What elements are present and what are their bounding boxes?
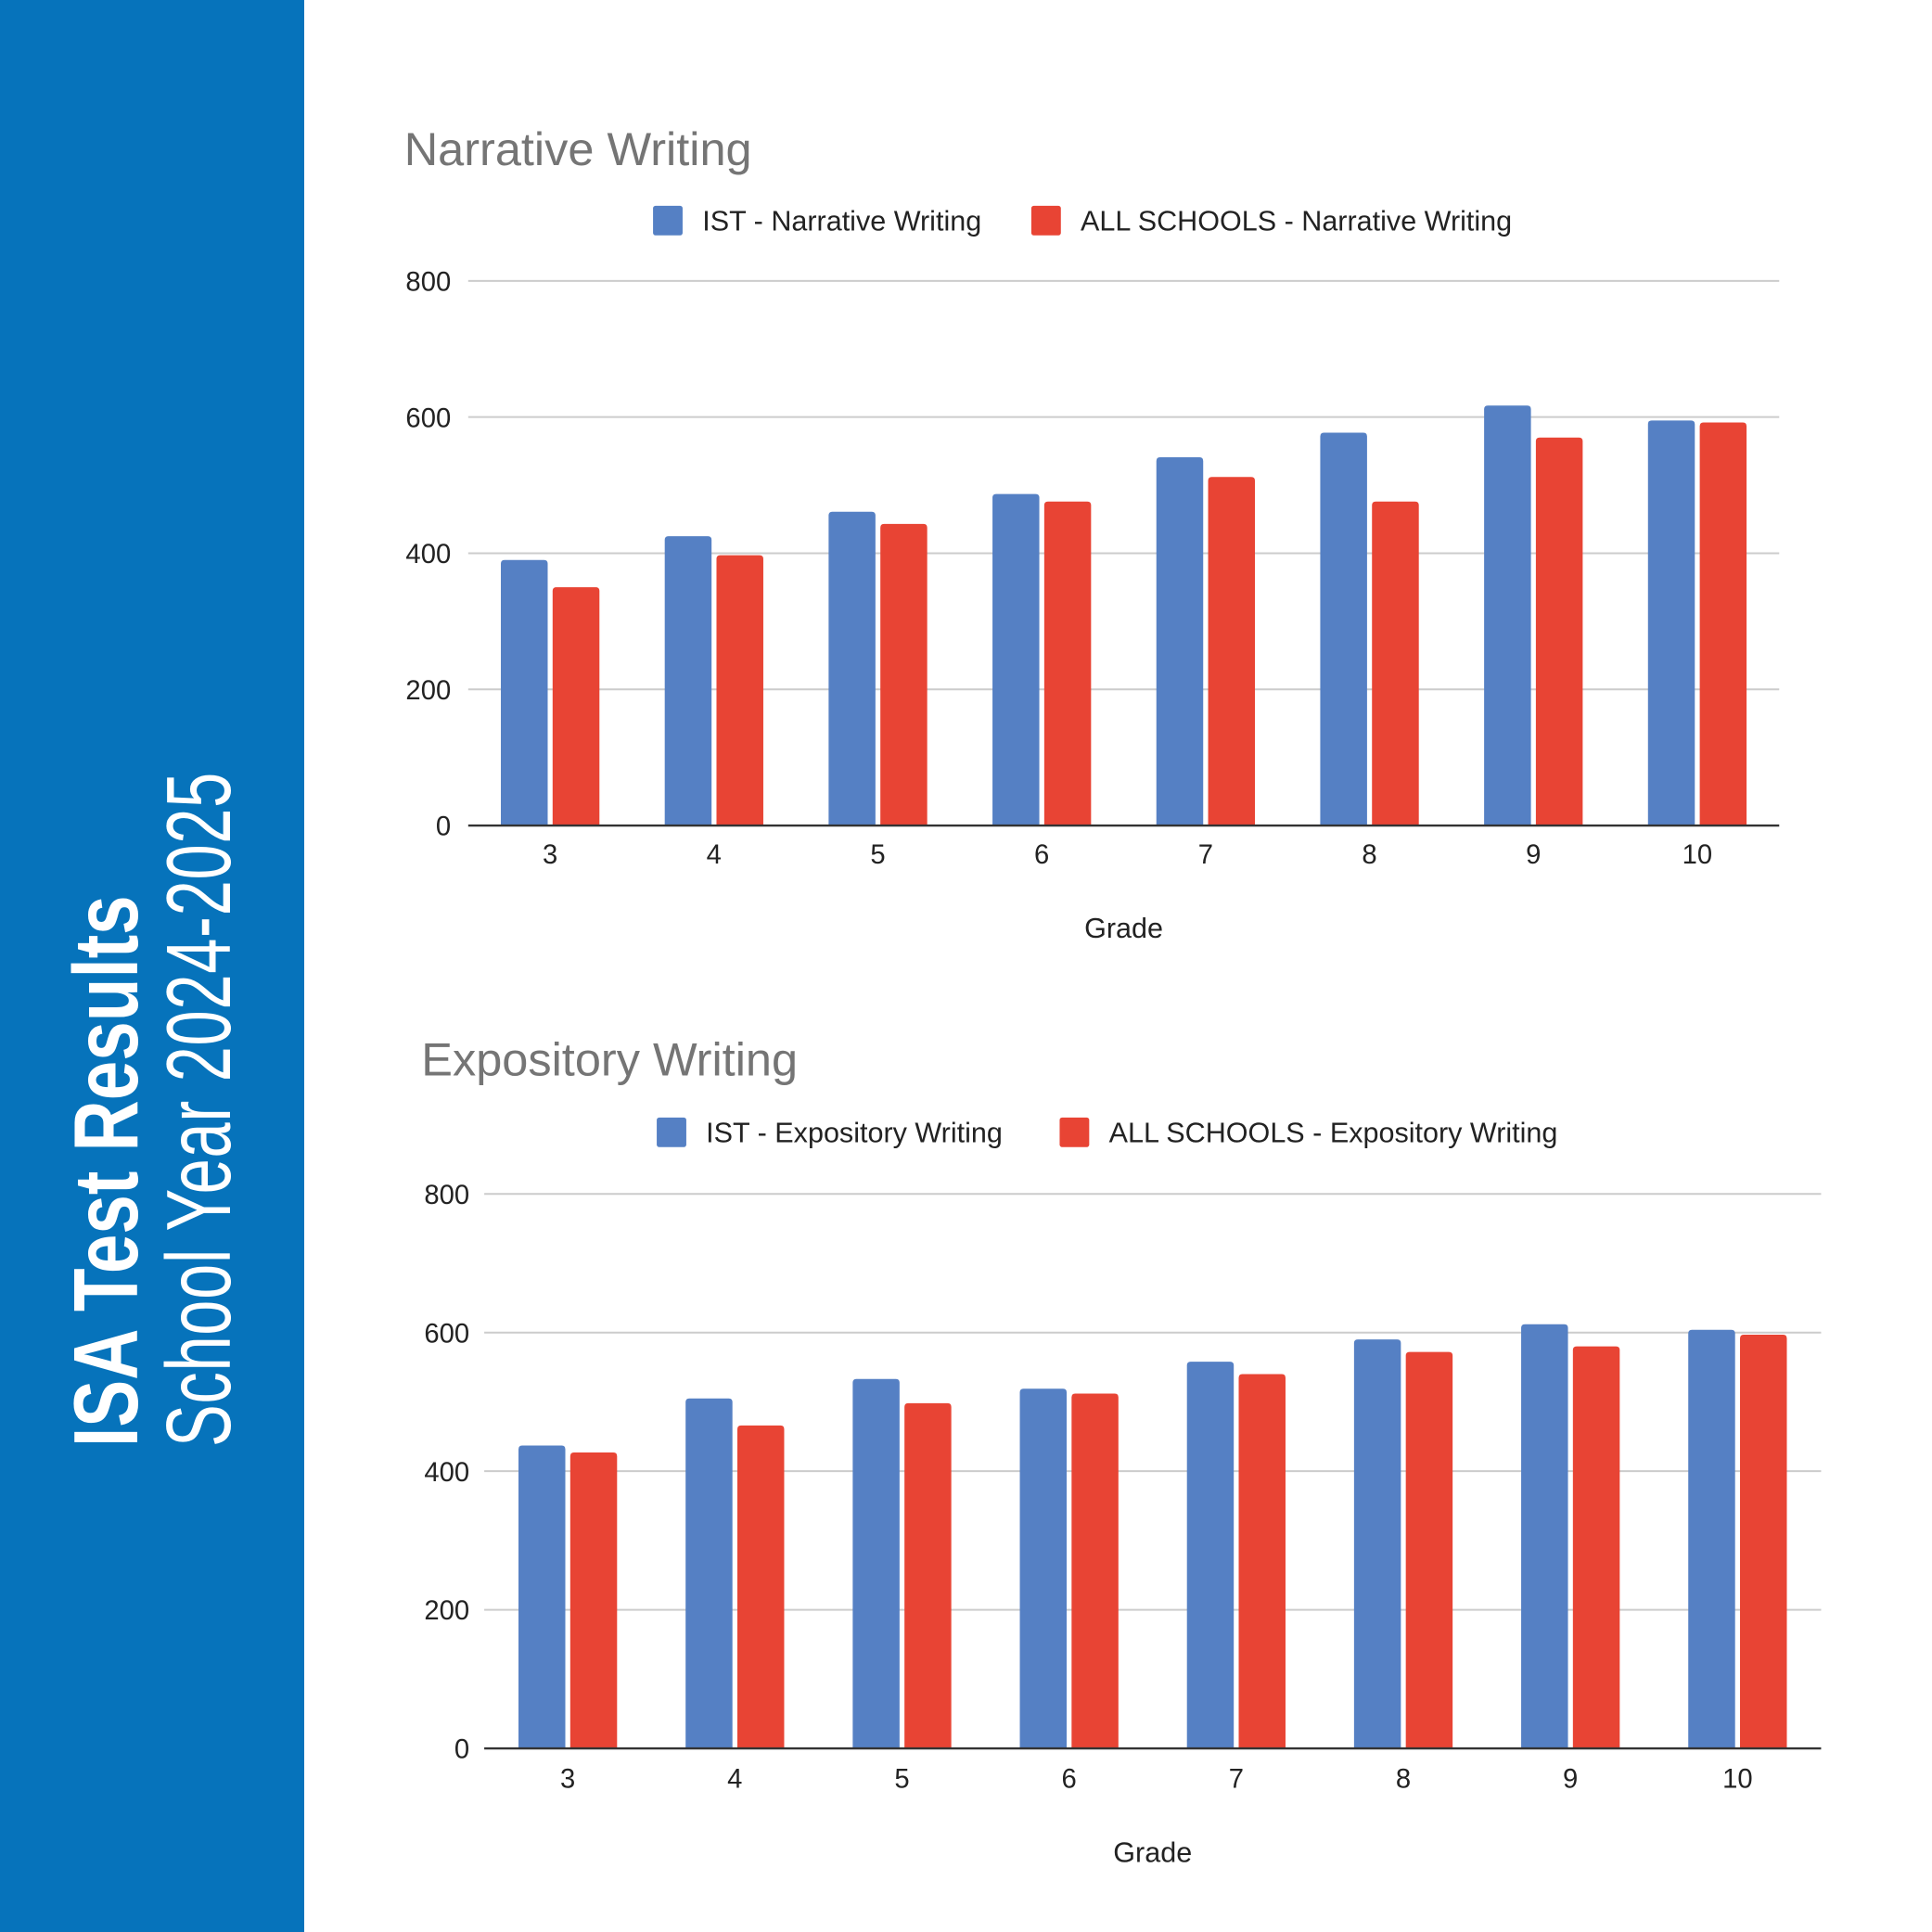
legend-swatch	[653, 205, 683, 236]
bar	[736, 1425, 785, 1749]
y-tick-label: 800	[424, 1181, 469, 1210]
y-tick-label: 200	[424, 1596, 469, 1626]
y-tick-label: 0	[454, 1735, 469, 1765]
bar	[1043, 501, 1092, 826]
bar	[518, 1445, 566, 1749]
bar	[1535, 437, 1583, 826]
x-tick-label: 3	[560, 1765, 575, 1795]
bar	[852, 1378, 900, 1749]
bar	[1521, 1324, 1568, 1749]
x-tick-label: 7	[1198, 840, 1213, 870]
x-tick-label: 5	[870, 840, 885, 870]
legend-label: IST - Expository Writing	[706, 1117, 1003, 1148]
y-tick-label: 600	[405, 403, 451, 433]
bar	[904, 1402, 952, 1749]
bar	[1353, 1339, 1401, 1749]
chart-title: Narrative Writing	[404, 122, 752, 175]
bar	[880, 523, 928, 826]
bar	[1699, 422, 1747, 826]
bar	[1688, 1329, 1735, 1749]
x-tick-label: 10	[1683, 840, 1713, 870]
x-tick-label: 10	[1722, 1765, 1753, 1795]
bar	[552, 587, 600, 826]
y-tick-label: 400	[405, 540, 451, 569]
x-tick-label: 8	[1396, 1765, 1411, 1795]
legend-label: IST - Narrative Writing	[702, 205, 981, 237]
bar	[992, 493, 1040, 826]
bar	[828, 511, 876, 826]
bar	[716, 555, 763, 826]
bar	[1238, 1374, 1286, 1749]
x-tick-label: 3	[543, 840, 557, 870]
y-tick-label: 0	[436, 812, 451, 842]
sidebar: ISA Test Results School Year 2024-2025	[0, 0, 304, 1932]
bar	[685, 1398, 733, 1749]
bar	[569, 1452, 618, 1749]
x-tick-label: 4	[727, 1765, 742, 1795]
bar	[1186, 1362, 1235, 1749]
x-tick-label: 6	[1034, 840, 1049, 870]
x-axis-label: Grade	[1113, 1836, 1192, 1868]
bar	[1320, 432, 1367, 826]
bar	[501, 559, 548, 826]
bar	[1019, 1388, 1068, 1749]
bar	[1740, 1334, 1787, 1749]
bar	[1156, 456, 1204, 826]
x-axis-label: Grade	[1084, 913, 1163, 944]
bar	[1071, 1393, 1119, 1749]
x-tick-label: 9	[1563, 1765, 1578, 1795]
legend-swatch	[1059, 1117, 1090, 1147]
bar	[664, 536, 712, 826]
bar	[1405, 1351, 1453, 1749]
x-tick-label: 4	[707, 840, 722, 870]
y-tick-label: 800	[405, 268, 451, 298]
x-tick-label: 8	[1362, 840, 1376, 870]
bar	[1372, 501, 1419, 826]
chart-title: Expository Writing	[421, 1033, 798, 1086]
x-tick-label: 5	[894, 1765, 909, 1795]
legend-label: ALL SCHOOLS - Expository Writing	[1109, 1117, 1558, 1148]
legend-label: ALL SCHOOLS - Narrative Writing	[1081, 205, 1512, 237]
y-tick-label: 400	[424, 1458, 469, 1488]
y-tick-label: 200	[405, 676, 451, 706]
legend-swatch	[657, 1117, 686, 1147]
bar	[1484, 405, 1531, 826]
x-tick-label: 7	[1229, 1765, 1244, 1795]
x-tick-label: 9	[1526, 840, 1541, 870]
x-tick-label: 6	[1062, 1765, 1077, 1795]
bar	[1647, 420, 1695, 826]
bar	[1208, 477, 1256, 826]
legend-swatch	[1030, 205, 1061, 236]
bar	[1572, 1346, 1620, 1749]
y-tick-label: 600	[424, 1319, 469, 1349]
